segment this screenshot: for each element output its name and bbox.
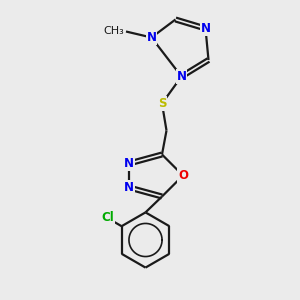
Text: S: S bbox=[158, 97, 166, 110]
Text: N: N bbox=[176, 70, 187, 83]
Text: N: N bbox=[146, 31, 157, 44]
Text: N: N bbox=[124, 181, 134, 194]
Text: N: N bbox=[124, 157, 134, 170]
Text: N: N bbox=[200, 22, 211, 35]
Text: CH₃: CH₃ bbox=[104, 26, 124, 37]
Text: O: O bbox=[178, 169, 188, 182]
Text: Cl: Cl bbox=[101, 212, 114, 224]
